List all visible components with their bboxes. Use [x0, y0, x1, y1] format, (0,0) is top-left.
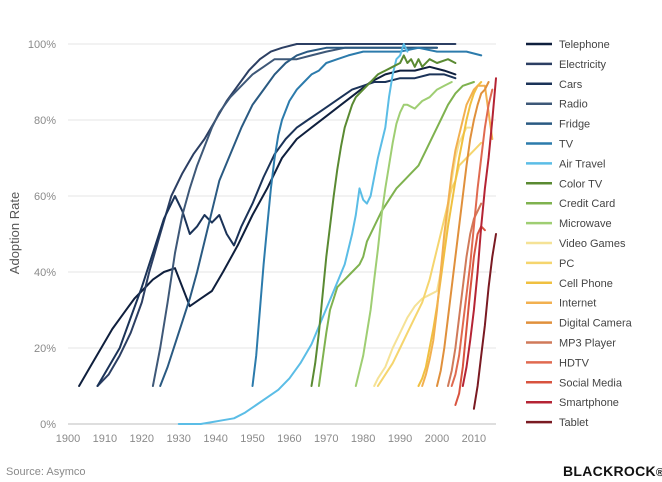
- y-axis-label: Adoption Rate: [7, 192, 22, 274]
- x-tick-1920: 1920: [130, 433, 154, 445]
- legend-label-mp3-player: MP3 Player: [559, 338, 616, 350]
- legend-label-hdtv: HDTV: [559, 357, 590, 369]
- legend-label-cars: Cars: [559, 79, 583, 91]
- series-lines: [78, 43, 497, 425]
- x-tick-1950: 1950: [240, 433, 264, 445]
- legend-label-pc: PC: [559, 258, 574, 270]
- legend-label-internet: Internet: [559, 298, 596, 310]
- series-line-electricity: [96, 43, 457, 387]
- x-tick-1980: 1980: [351, 433, 375, 445]
- y-tick-40: 40%: [34, 267, 56, 279]
- legend-label-digital-camera: Digital Camera: [559, 318, 633, 330]
- x-tick-2000: 2000: [425, 433, 449, 445]
- y-tick-80: 80%: [34, 115, 56, 127]
- x-tick-1930: 1930: [166, 433, 190, 445]
- legend-label-fridge: Fridge: [559, 119, 590, 131]
- series-line-cars: [96, 73, 457, 387]
- legend-label-electricity: Electricity: [559, 59, 607, 71]
- legend-label-cell-phone: Cell Phone: [559, 278, 613, 290]
- series-line-air-travel: [177, 43, 409, 425]
- legend-label-telephone: Telephone: [559, 39, 610, 51]
- legend-label-radio: Radio: [559, 99, 588, 111]
- series-line-pc: [376, 141, 483, 387]
- series-line-fridge: [159, 46, 438, 387]
- legend-label-tablet: Tablet: [559, 417, 588, 429]
- y-tick-100: 100%: [28, 39, 56, 51]
- y-tick-labels: 0% 20% 40% 60% 80% 100%: [28, 39, 56, 431]
- series-line-color-tv: [310, 54, 457, 387]
- gridlines: [68, 43, 496, 425]
- legend-label-color-tv: Color TV: [559, 178, 603, 190]
- legend-label-air-travel: Air Travel: [559, 158, 605, 170]
- series-line-telephone: [78, 65, 457, 387]
- x-tick-1960: 1960: [277, 433, 301, 445]
- x-tick-1970: 1970: [314, 433, 338, 445]
- y-tick-60: 60%: [34, 191, 56, 203]
- series-line-tablet: [472, 233, 497, 410]
- legend-label-social-media: Social Media: [559, 377, 623, 389]
- series-line-video-games: [373, 126, 472, 387]
- legend-label-video-games: Video Games: [559, 238, 626, 250]
- legend: Telephone Electricity Cars Radio Fridge TV Air…: [526, 39, 633, 429]
- series-line-hdtv: [450, 88, 494, 387]
- legend-label-credit-card: Credit Card: [559, 198, 615, 210]
- series-line-microwave: [354, 81, 453, 387]
- legend-label-tv: TV: [559, 139, 574, 151]
- series-line-tv: [251, 46, 483, 387]
- y-tick-20: 20%: [34, 343, 56, 355]
- legend-label-smartphone: Smartphone: [559, 397, 619, 409]
- series-line-internet: [421, 84, 494, 387]
- x-tick-labels: 1900 1910 1920 1930 1940 1950 1960 1970 1980 1990…: [56, 433, 486, 445]
- source-note: Source: Asymco: [6, 466, 86, 478]
- x-tick-1990: 1990: [388, 433, 412, 445]
- series-line-radio: [151, 46, 438, 387]
- x-tick-1940: 1940: [203, 433, 227, 445]
- series-line-cell-phone: [417, 81, 483, 387]
- legend-label-microwave: Microwave: [559, 218, 612, 230]
- blackrock-logo: BLACKROCK®: [563, 463, 662, 479]
- x-tick-2010: 2010: [462, 433, 486, 445]
- series-line-digital-camera: [436, 81, 490, 387]
- x-tick-1900: 1900: [56, 433, 80, 445]
- series-line-smartphone: [461, 77, 497, 387]
- y-tick-0: 0%: [40, 419, 56, 431]
- x-tick-1910: 1910: [93, 433, 117, 445]
